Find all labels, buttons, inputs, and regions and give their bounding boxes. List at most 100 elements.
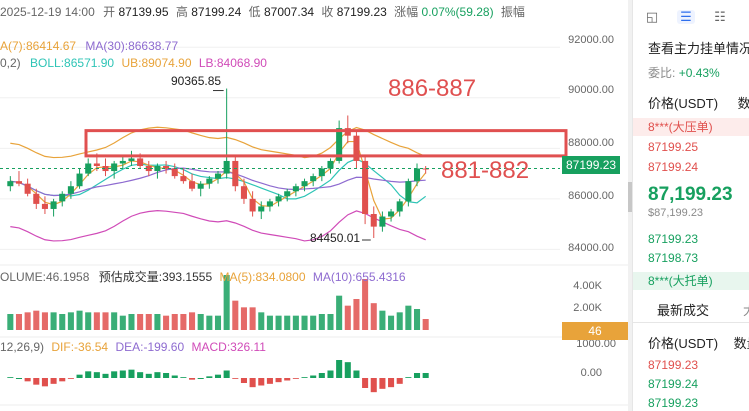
macd-bar bbox=[154, 372, 161, 378]
macd-bar bbox=[413, 373, 421, 378]
volume-bar bbox=[111, 312, 118, 330]
candle-body bbox=[388, 211, 395, 217]
volume-bar bbox=[145, 314, 152, 330]
current-price-tag: 87199.23 bbox=[562, 156, 621, 174]
orderbook-asks-icon[interactable]: ☷ bbox=[714, 9, 726, 24]
volume-bar bbox=[396, 312, 403, 330]
trades-header: 价格(USDT) 数量 bbox=[648, 333, 749, 352]
volume-bar bbox=[370, 303, 377, 330]
scrollbar-thumb[interactable] bbox=[628, 182, 632, 212]
dif-value: DIF:-36.54 bbox=[51, 340, 109, 354]
volume-bar bbox=[189, 312, 196, 330]
lower-band-line bbox=[10, 210, 426, 242]
volume-tick: 1000.00 bbox=[576, 338, 616, 350]
volume-tag: 46 bbox=[562, 322, 628, 340]
ratio-value: +0.43% bbox=[678, 66, 720, 80]
macd-bar bbox=[292, 378, 299, 379]
bid-row[interactable]: 87198.73 bbox=[648, 251, 699, 265]
volume-bar bbox=[85, 312, 92, 330]
orderbook-bids-icon[interactable]: ☰ bbox=[677, 10, 695, 24]
candle-body bbox=[59, 193, 66, 202]
candle-body bbox=[275, 196, 282, 202]
macd-bar bbox=[223, 370, 230, 378]
ratio-label: 委比: bbox=[648, 66, 676, 80]
candle-body bbox=[102, 166, 109, 172]
macd-bar bbox=[59, 378, 66, 382]
price-tick: 88000.00 bbox=[568, 137, 614, 149]
macd-bar bbox=[145, 373, 152, 378]
macd-bar bbox=[232, 378, 239, 379]
upper-band-line bbox=[10, 126, 426, 159]
macd-bar bbox=[353, 370, 360, 378]
macd-bar bbox=[206, 376, 213, 378]
high-marker-label: 90365.85 bbox=[171, 74, 222, 88]
macd-bar bbox=[102, 373, 109, 378]
volume-bar bbox=[310, 315, 317, 330]
volume-bar bbox=[197, 314, 204, 330]
macd-bar bbox=[275, 378, 282, 383]
candle-body bbox=[128, 158, 135, 161]
main-orders-title[interactable]: 查看主力挂单情况 bbox=[648, 41, 749, 56]
candle-body bbox=[318, 168, 325, 177]
volume-bar bbox=[119, 315, 126, 330]
tab-large-trades[interactable]: 大 bbox=[743, 300, 749, 319]
chart-scrollbar[interactable] bbox=[628, 0, 632, 411]
volume-bar bbox=[76, 310, 83, 330]
candle-body bbox=[214, 173, 222, 179]
macd-bar bbox=[50, 378, 57, 384]
macd-bar bbox=[318, 373, 325, 378]
orderbook-panel: ◱ ☰ ☷ 查看主力挂单情况 委比: +0.43% 价格(USDT) 数 8**… bbox=[632, 0, 749, 411]
kline-chart[interactable]: 2025-12-19 14:00 开 87139.95 高 87199.24 低… bbox=[0, 0, 628, 411]
volume-bar bbox=[163, 315, 170, 330]
tab-latest-trades[interactable]: 最新成交 bbox=[657, 303, 710, 318]
orderbook-both-icon[interactable]: ◱ bbox=[645, 9, 659, 24]
ask-row[interactable]: 87199.24 bbox=[648, 160, 699, 174]
volume-bar bbox=[223, 275, 230, 330]
ohlc-header: 2025-12-19 14:00 开 87139.95 高 87199.24 低… bbox=[0, 3, 525, 20]
amplitude-label: 振幅 bbox=[500, 5, 525, 19]
volume-bar bbox=[206, 315, 213, 330]
volume-bar bbox=[15, 314, 23, 330]
volume-bar bbox=[128, 314, 135, 330]
ask-row[interactable]: 87199.25 bbox=[648, 140, 699, 154]
volume-bar bbox=[59, 314, 66, 330]
ma7-value: A(7):86414.67 bbox=[0, 39, 77, 53]
candle-body bbox=[353, 135, 360, 161]
volume-bar bbox=[102, 312, 109, 330]
macd-bar bbox=[266, 378, 273, 384]
volume-bar bbox=[93, 312, 100, 330]
volume-bar bbox=[318, 314, 325, 330]
macd-bar bbox=[7, 377, 14, 378]
volume-bar bbox=[249, 307, 256, 330]
macd-bar bbox=[240, 378, 247, 383]
ma30-value: MA(30):86638.77 bbox=[85, 39, 179, 53]
candle-body bbox=[189, 181, 196, 189]
macd-bar bbox=[67, 378, 74, 379]
volume-bar bbox=[266, 315, 273, 330]
volume-estimate: 预估成交量:393.1555 bbox=[98, 270, 213, 284]
close-value: 87199.23 bbox=[336, 5, 387, 19]
chart-canvas[interactable] bbox=[0, 0, 628, 411]
price-tick: 86000.00 bbox=[568, 190, 614, 202]
big-bid-row[interactable]: 8***(大托单) bbox=[633, 272, 749, 290]
dea-value: DEA:-199.60 bbox=[115, 340, 185, 354]
macd-bar bbox=[111, 371, 118, 378]
candle-body bbox=[197, 183, 204, 189]
volume-bar bbox=[413, 309, 421, 330]
volume-bar bbox=[7, 314, 14, 330]
trades-col-qty: 数量 bbox=[733, 336, 749, 351]
big-ask-row[interactable]: 8***(大压单) bbox=[633, 118, 749, 136]
candle-body bbox=[33, 193, 40, 204]
macd-params: 12,26,9) bbox=[0, 340, 45, 354]
change-value: 0.07%(59.28) bbox=[421, 5, 494, 19]
volume-bar bbox=[258, 312, 265, 330]
volume-value: OLUME:46.1958 bbox=[0, 270, 90, 284]
macd-bar bbox=[85, 371, 92, 378]
bid-row[interactable]: 87199.23 bbox=[648, 232, 699, 246]
volume-bar bbox=[422, 319, 429, 330]
trade-row: 87199.24 bbox=[648, 377, 699, 391]
macd-bar bbox=[41, 378, 48, 387]
macd-tick: 0.00 bbox=[580, 367, 602, 379]
candle-body bbox=[292, 186, 299, 192]
candle-body bbox=[396, 201, 403, 212]
